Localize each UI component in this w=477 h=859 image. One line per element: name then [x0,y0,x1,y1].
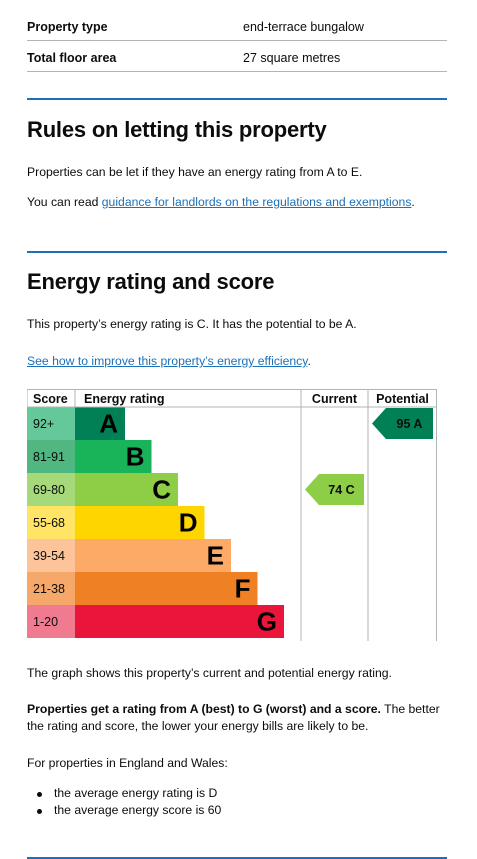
band-score-label: 1-20 [33,615,58,629]
guidance-prefix: You can read [27,195,102,209]
band-letter: A [99,409,118,439]
current-rating-arrow [305,474,364,505]
band-bar [75,506,205,539]
letting-paragraph: Properties can be let if they have an en… [27,165,363,179]
section-divider [27,98,447,100]
band-score-cell [27,572,75,605]
average-list: the average energy rating is D the avera… [27,785,447,819]
section-divider [27,251,447,253]
band-bar [75,572,258,605]
summary-value: 27 square metres [243,51,341,65]
band-score-cell [27,539,75,572]
rating-explanation-bold: Properties get a rating from A (best) to… [27,702,381,716]
band-score-label: 21-38 [33,582,65,596]
band-letter: D [179,508,198,538]
band-score-label: 92+ [33,417,54,431]
band-score-cell [27,407,75,440]
guidance-paragraph: You can read guidance for landlords on t… [27,194,447,211]
summary-value: end-terrace bungalow [243,20,364,34]
guidance-suffix: . [411,195,415,209]
band-score-cell [27,506,75,539]
band-score-label: 55-68 [33,516,65,530]
band-letter: C [152,475,171,505]
band-bar [75,407,125,440]
band-score-label: 69-80 [33,483,65,497]
band-bar [75,539,231,572]
band-letter: G [257,607,277,637]
summary-row-floor-area: Total floor area 27 square metres [27,41,447,72]
rating-explanation-rest: The better the rating and score, the low… [27,702,440,733]
letting-heading: Rules on letting this property [27,117,327,142]
band-score-cell [27,605,75,638]
band-letter: B [126,442,145,472]
band-bar [75,473,178,506]
section-divider [27,857,447,859]
energy-rating-graph: Score Energy rating Current Potential 92+ A 81… [27,389,437,641]
header-score: Score [33,392,68,406]
band-score-label: 39-54 [33,549,65,563]
band-score-cell [27,440,75,473]
potential-rating-arrow [372,408,433,439]
list-item: the average energy rating is D [27,785,447,802]
band-score-label: 81-91 [33,450,65,464]
list-item: the average energy score is 60 [27,802,447,819]
graph-caption: The graph shows this property’s current … [27,666,392,680]
energy-heading: Energy rating and score [27,269,275,294]
rating-explanation: Properties get a rating from A (best) to… [27,701,447,735]
improve-paragraph: See how to improve this property’s energ… [27,353,447,370]
potential-rating-label: 95 A [397,417,423,431]
current-rating-label: 74 C [328,483,354,497]
energy-summary: This property’s energy rating is C. It h… [27,317,357,331]
guidance-link[interactable]: guidance for landlords on the regulation… [101,195,412,209]
summary-key: Total floor area [27,51,117,65]
improve-link[interactable]: See how to improve this property’s energ… [27,354,308,368]
header-current: Current [312,392,358,406]
band-bar [75,440,152,473]
header-potential: Potential [376,392,429,406]
header-energy-rating: Energy rating [84,392,165,406]
improve-suffix: . [307,354,311,368]
band-letter: F [235,574,251,604]
band-score-cell [27,473,75,506]
summary-key: Property type [27,20,108,34]
average-intro: For properties in England and Wales: [27,756,228,770]
band-bar [75,605,284,638]
summary-row-property-type: Property type end-terrace bungalow [27,10,447,41]
band-letter: E [207,541,224,571]
